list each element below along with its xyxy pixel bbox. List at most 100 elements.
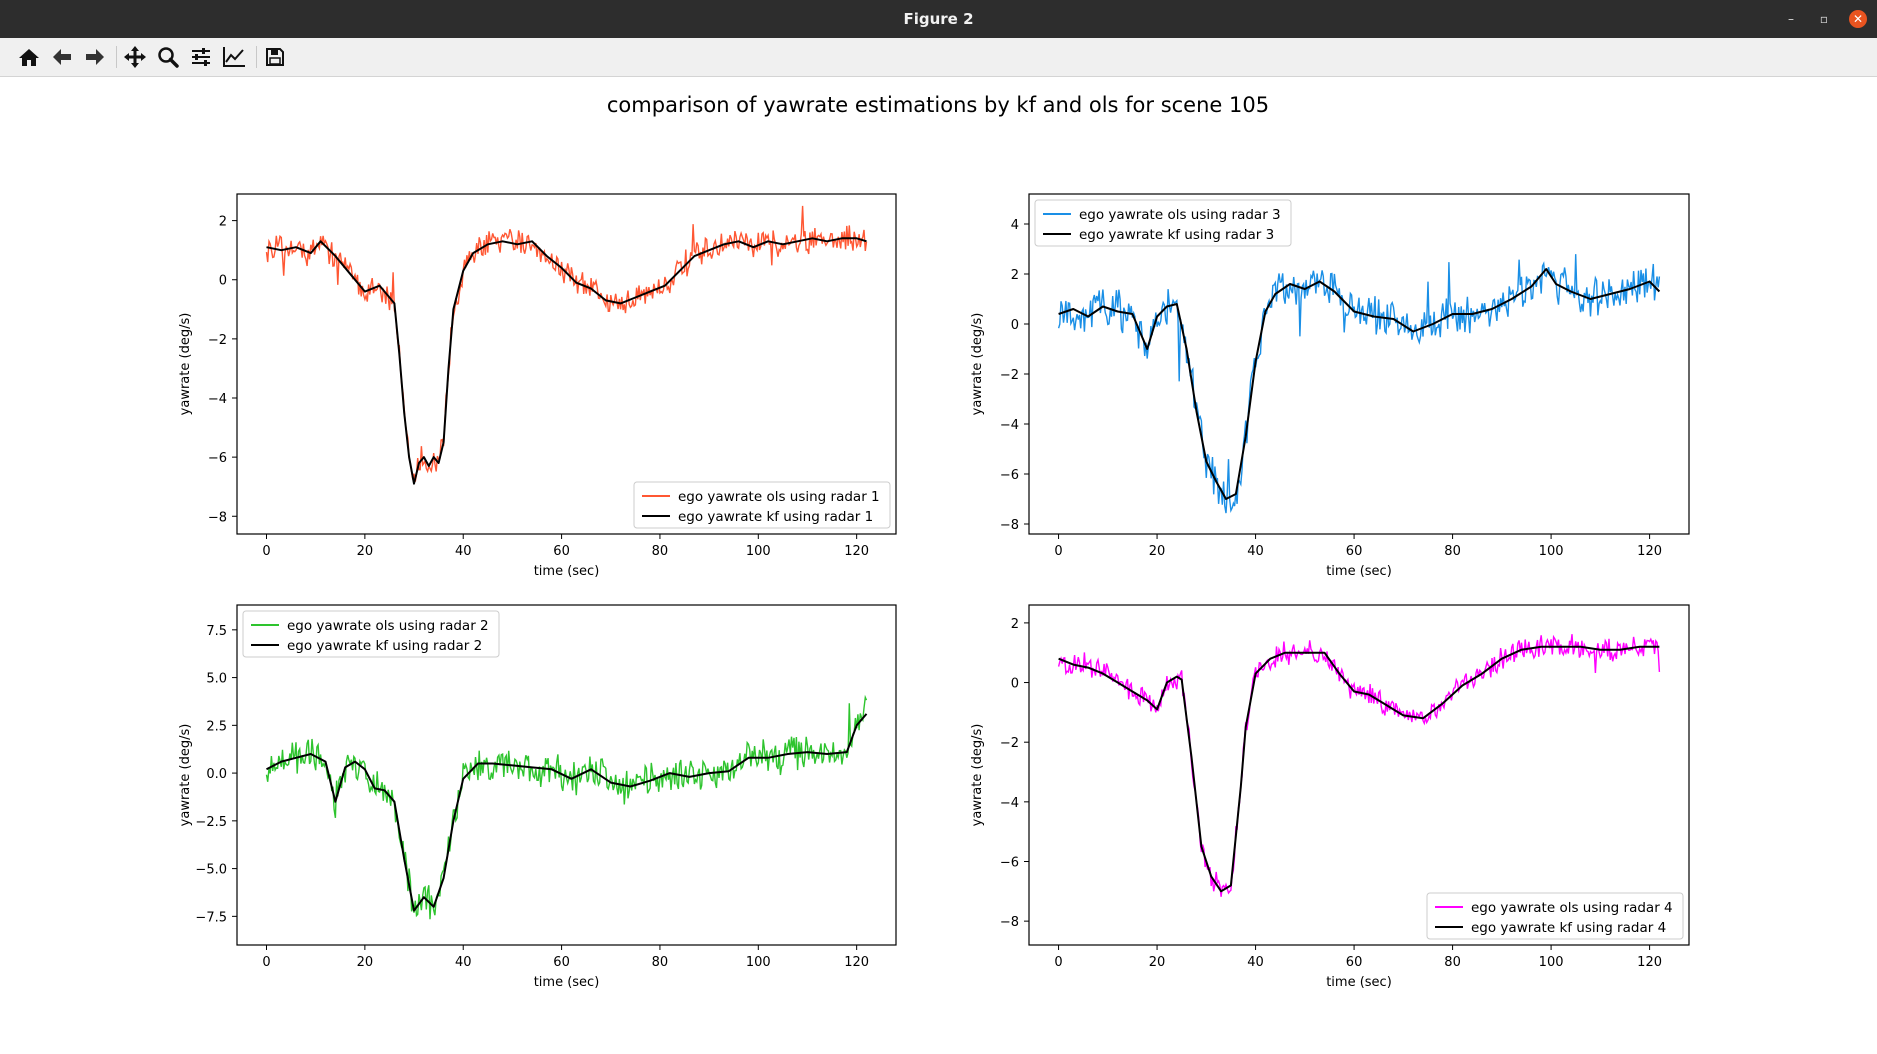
legend: ego yawrate ols using radar 2 ego yawrate…	[242, 610, 500, 658]
y-tick-label: −2.5	[195, 815, 227, 830]
ols-series-line	[1057, 254, 1661, 514]
figure-svg: comparison of yawrate estimations by kf …	[178, 93, 1690, 990]
x-tick-label: 20	[357, 544, 374, 559]
legend-label: ego yawrate ols using radar 4	[1471, 900, 1673, 916]
legend-box	[242, 610, 500, 658]
y-tick-label: 5.0	[206, 672, 227, 687]
x-tick-label: 120	[1637, 544, 1662, 559]
subplot-4: 0 20 40 60 80 100 120 −8 −6 −4 −2 0 2 time (sec) yawra…	[970, 604, 1690, 990]
y-tick-label: −4	[208, 392, 227, 407]
x-tick-label: 40	[455, 544, 472, 559]
pan-icon	[124, 46, 146, 68]
y-tick-label: −8	[1000, 915, 1019, 930]
x-tick-label: 100	[746, 544, 771, 559]
subplots-config-icon	[192, 48, 210, 66]
x-axis-label: time (sec)	[1326, 975, 1392, 990]
home-icon	[19, 49, 39, 66]
x-tick-label: 80	[652, 955, 669, 970]
y-tick-label: 2	[1011, 268, 1019, 283]
y-axis-label: yawrate (deg/s)	[178, 724, 193, 827]
save-button[interactable]	[263, 46, 287, 68]
x-tick-label: 100	[746, 955, 771, 970]
zoom-button[interactable]	[156, 46, 180, 68]
kf-series-line	[1058, 645, 1660, 893]
y-tick-label: 2	[219, 215, 227, 230]
toolbar-separator	[116, 46, 117, 68]
y-tick-label: 4	[1011, 218, 1019, 233]
forward-icon	[86, 49, 104, 65]
legend: ego yawrate ols using radar 3 ego yawrate…	[1034, 199, 1292, 247]
window-title: Figure 2	[903, 10, 974, 28]
legend-label: ego yawrate kf using radar 1	[678, 509, 873, 525]
legend: ego yawrate ols using radar 1 ego yawrate…	[633, 481, 891, 529]
subplot-2: 0 20 40 60 80 100 120 −8 −6 −4 −2 0 2 4 time (sec) yawr…	[970, 193, 1690, 579]
x-tick-label: 0	[262, 955, 270, 970]
minimize-button[interactable]: –	[1788, 12, 1794, 26]
x-tick-label: 80	[652, 544, 669, 559]
y-tick-label: −8	[208, 510, 227, 525]
x-tick-label: 60	[553, 544, 570, 559]
close-button[interactable]: ✕	[1849, 10, 1867, 28]
y-tick-label: −8	[1000, 518, 1019, 533]
home-button[interactable]	[17, 46, 41, 68]
forward-button[interactable]	[83, 46, 107, 68]
zoom-icon	[158, 47, 179, 68]
figure-canvas[interactable]: comparison of yawrate estimations by kf …	[0, 77, 1877, 1054]
y-tick-label: 0.0	[206, 767, 227, 782]
legend-label: ego yawrate kf using radar 4	[1471, 920, 1666, 936]
y-tick-label: −6	[208, 451, 227, 466]
y-tick-label: 0	[1011, 318, 1019, 333]
legend-box	[633, 481, 891, 529]
legend-label: ego yawrate kf using radar 2	[287, 638, 482, 654]
y-axis-label: yawrate (deg/s)	[970, 313, 985, 416]
ols-series-line	[265, 205, 868, 482]
y-tick-label: −6	[1000, 855, 1019, 870]
x-tick-label: 0	[1054, 544, 1062, 559]
y-tick-label: −4	[1000, 418, 1019, 433]
y-tick-label: −4	[1000, 796, 1019, 811]
kf-series-line	[266, 237, 867, 485]
x-tick-label: 40	[1247, 544, 1264, 559]
y-tick-label: 0	[219, 274, 227, 289]
y-tick-label: 0	[1011, 677, 1019, 692]
y-tick-label: −2	[1000, 736, 1019, 751]
legend-label: ego yawrate ols using radar 2	[287, 618, 489, 634]
subplots-config-button[interactable]	[189, 46, 213, 68]
subplot-1: 0 20 40 60 80 100 120 −8 −6 −4 −2 0 2 time (sec) yawra…	[178, 193, 897, 579]
toolbar	[0, 38, 1877, 77]
axes-frame	[236, 193, 897, 535]
axes-frame	[1028, 604, 1690, 946]
ols-series-line	[1057, 634, 1661, 897]
x-tick-label: 20	[1149, 955, 1166, 970]
axes-frame	[236, 604, 897, 946]
x-tick-label: 40	[455, 955, 472, 970]
y-tick-label: −2	[208, 333, 227, 348]
axes-frame	[1028, 193, 1690, 535]
x-tick-label: 60	[1346, 955, 1363, 970]
kf-series-line	[1058, 268, 1661, 500]
x-tick-label: 100	[1539, 544, 1564, 559]
y-tick-label: 2.5	[206, 719, 227, 734]
x-tick-label: 80	[1444, 544, 1461, 559]
maximize-button[interactable]: ▫	[1819, 12, 1829, 26]
x-tick-label: 120	[844, 544, 869, 559]
figure-suptitle: comparison of yawrate estimations by kf …	[607, 93, 1269, 117]
toolbar-separator	[256, 46, 257, 68]
legend: ego yawrate ols using radar 4 ego yawrate…	[1426, 892, 1684, 940]
x-tick-label: 20	[1149, 544, 1166, 559]
legend-box	[1426, 892, 1684, 940]
x-axis-label: time (sec)	[534, 564, 600, 579]
kf-series-line	[266, 713, 868, 912]
back-button[interactable]	[50, 46, 74, 68]
y-tick-label: 2	[1011, 617, 1019, 632]
pan-button[interactable]	[123, 46, 147, 68]
x-axis-label: time (sec)	[534, 975, 600, 990]
y-tick-label: −2	[1000, 368, 1019, 383]
x-tick-label: 40	[1247, 955, 1264, 970]
edit-axes-button[interactable]	[222, 46, 246, 68]
subplot-3: 0 20 40 60 80 100 120 −7.5 −5.0 −2.5 0.0 2.5 5.0 7.5 t…	[178, 604, 897, 990]
x-tick-label: 80	[1444, 955, 1461, 970]
y-tick-label: −5.0	[195, 863, 227, 878]
x-tick-label: 60	[553, 955, 570, 970]
x-tick-label: 0	[1054, 955, 1062, 970]
